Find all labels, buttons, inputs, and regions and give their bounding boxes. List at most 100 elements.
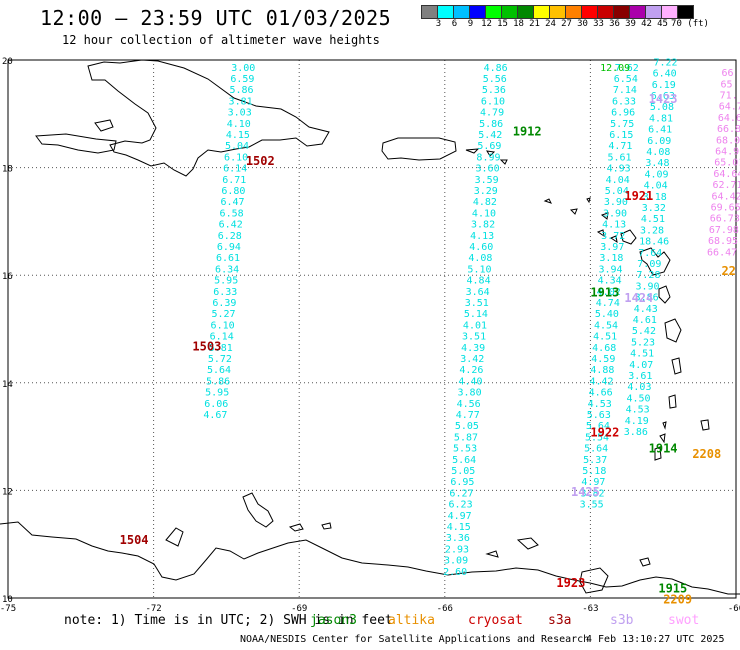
wave-height-label: 4.04 <box>644 181 668 192</box>
wave-height-label: 4.82 <box>473 197 497 208</box>
wave-height-label: 5.42 <box>478 130 502 141</box>
wave-height-label: 4.81 <box>649 113 673 124</box>
wave-height-label: 4.61 <box>633 315 657 326</box>
wave-height-label: 4.26 <box>459 365 483 376</box>
wave-height-label: 4.60 <box>469 242 493 253</box>
wave-height-label: 4.84 <box>467 276 491 287</box>
satellite-legend-s3b: s3b <box>610 613 634 628</box>
coastline-guadeloupe <box>639 247 671 276</box>
wave-height-label: 3.81 <box>229 96 253 107</box>
page-title: 12:00 – 23:59 UTC 01/03/2025 <box>40 6 392 30</box>
legend-label: 33 <box>593 19 604 29</box>
legend-label: 24 <box>545 19 556 29</box>
track-id-label: 1425 <box>571 485 600 499</box>
wave-height-label: 6.63 <box>651 91 675 102</box>
wave-height-label: 5.63 <box>587 410 611 421</box>
wave-height-label: 6.59 <box>230 74 254 85</box>
wave-height-label: 4.02 <box>597 287 621 298</box>
track-2: 7.626.547.146.336.965.756.154.715.614.93… <box>580 63 639 511</box>
wave-height-label: 5.54 <box>585 432 609 443</box>
legend-label: 39 <box>625 19 636 29</box>
wave-height-label: 5.05 <box>455 421 479 432</box>
legend-label: 3 <box>435 19 442 29</box>
wave-height-label: 4.51 <box>593 332 617 343</box>
wave-height-label: 6.33 <box>213 287 237 298</box>
lat-label: 20 <box>2 57 13 67</box>
lat-label: 16 <box>2 272 13 282</box>
gridlines <box>7 59 737 599</box>
track-id-labels: 1502 1503 1504 1912 1913 1914 1915 1921 1922 1923… <box>120 63 736 607</box>
wave-height-label: 3.60 <box>476 164 500 175</box>
wave-height-label: 6.09 <box>647 136 671 147</box>
wave-height-label: 64.6 <box>718 113 740 124</box>
wave-height-label: 6.41 <box>648 125 672 136</box>
wave-height-label: 68.95 <box>708 236 738 247</box>
coastline-st-vincent <box>668 394 677 409</box>
coastline-hispaniola <box>87 59 330 177</box>
wave-height-label: 6.54 <box>614 74 638 85</box>
wave-height-label: 6.61 <box>216 253 240 264</box>
wave-height-label: 6.47 <box>220 197 244 208</box>
wave-height-label: 3.64 <box>466 287 490 298</box>
axis-labels: -75 -72 -69 -66 -63 -60 20 18 16 14 12 10 <box>0 57 740 614</box>
coastline-leewards-mid <box>596 229 637 245</box>
wave-height-label: 4.42 <box>589 376 613 387</box>
wave-height-label: 3.90 <box>635 281 659 292</box>
lon-label: -60 <box>728 604 740 614</box>
wave-height-label: 6.40 <box>653 69 677 80</box>
legend-label: 70 (ft) <box>671 19 709 29</box>
wave-height-label: 6.58 <box>220 208 244 219</box>
wave-height-label: 5.27 <box>211 309 235 320</box>
coastline-barbados <box>700 419 710 431</box>
wave-height-label: 3.42 <box>460 354 484 365</box>
wave-height-label: 4.54 <box>594 320 618 331</box>
wave-height-label: 5.86 <box>229 85 253 96</box>
coastline-martinique <box>664 318 682 343</box>
wave-height-label: 7.09 <box>637 259 661 270</box>
wave-height-label: 4.03 <box>627 382 651 393</box>
wave-height-label: 4.56 <box>457 399 481 410</box>
wave-height-label: 69.65 <box>711 203 740 214</box>
track-id-label: 1914 <box>649 442 678 456</box>
wave-height-label: 3.03 <box>228 108 252 119</box>
wave-height-label: 3.51 <box>465 298 489 309</box>
lon-label: -66 <box>437 604 453 614</box>
legend-label: 21 <box>529 19 540 29</box>
wave-height-label: 66.73 <box>710 214 740 225</box>
satellite-legend-swot: swot <box>668 613 700 628</box>
wave-height-label: 4.13 <box>602 220 626 231</box>
wave-height-label: 4.51 <box>630 349 654 360</box>
coastline-haiti-sw <box>35 133 117 154</box>
wave-height-label: 6.28 <box>218 231 242 242</box>
wave-height-label: 4.08 <box>646 147 670 158</box>
wave-height-label: 5.40 <box>595 309 619 320</box>
track-id-label: 2208 <box>692 447 721 461</box>
lon-label: -63 <box>582 604 598 614</box>
wave-height-label: 7.64 <box>638 248 662 259</box>
coastline-abc-islands <box>242 492 332 532</box>
wave-height-label: 5.14 <box>464 309 488 320</box>
wave-height-label: 6.34 <box>215 264 239 275</box>
track-id-label: 1424 <box>624 291 653 305</box>
wave-height-label: 3.86 <box>635 293 659 304</box>
wave-height-label: 4.10 <box>472 208 496 219</box>
wave-height-label: 2.93 <box>445 544 469 555</box>
wave-height-label: 5.56 <box>483 74 507 85</box>
wave-height-label: 6.15 <box>609 130 633 141</box>
wave-height-label: 66.8 <box>717 124 740 135</box>
wave-height-label: 4.53 <box>588 399 612 410</box>
wave-height-label: 3.97 <box>600 242 624 253</box>
lat-label: 12 <box>2 487 13 497</box>
wave-height-label: 6.19 <box>652 80 676 91</box>
wave-height-label: 4.04 <box>606 175 630 186</box>
wave-height-label: 4.19 <box>625 416 649 427</box>
lat-label: 14 <box>2 380 13 390</box>
wave-height-label: 4.01 <box>463 320 487 331</box>
wave-height-label: 7.62 <box>615 63 639 74</box>
wave-height-label: 5.42 <box>632 326 656 337</box>
coastlines <box>0 59 740 595</box>
wave-height-label: 12.09 <box>600 63 630 74</box>
wave-height-label: 6.80 <box>221 186 245 197</box>
wave-height-label: 3.82 <box>471 220 495 231</box>
